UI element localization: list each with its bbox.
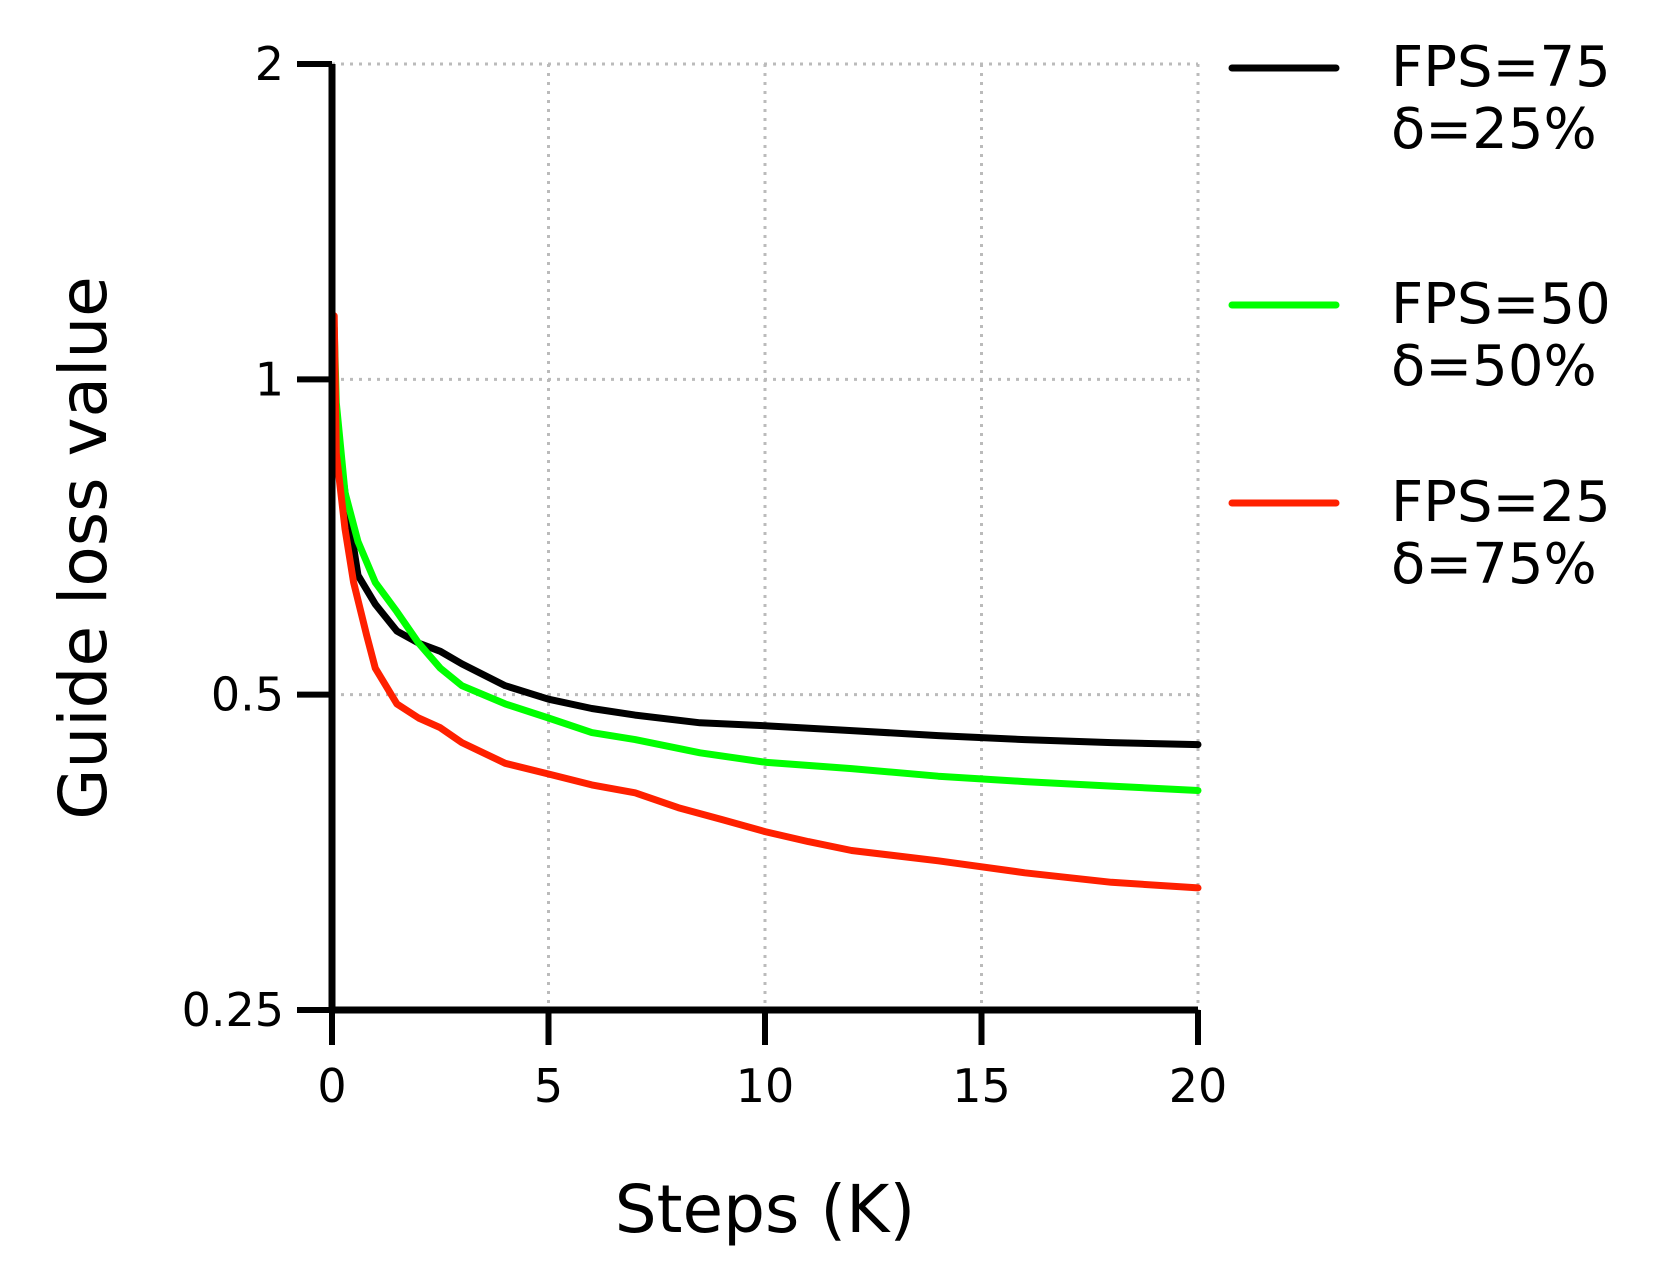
x-tick-label: 10 [736, 1059, 795, 1113]
y-tick-label: 2 [255, 37, 284, 91]
legend-sublabel-3: δ=75% [1391, 532, 1597, 597]
y-tick-label: 0.25 [182, 983, 284, 1037]
legend-label-1: FPS=75 [1391, 35, 1611, 100]
x-tick-label: 20 [1169, 1059, 1228, 1113]
y-tick-label: 1 [255, 352, 284, 406]
x-tick-label: 0 [317, 1059, 346, 1113]
x-tick-label: 5 [534, 1059, 563, 1113]
legend-label-2: FPS=50 [1391, 272, 1611, 337]
series-line-3 [328, 312, 1202, 892]
series-line-2 [328, 324, 1202, 794]
x-tick-label: 15 [952, 1059, 1011, 1113]
axes [297, 61, 1201, 1045]
legend-label-3: FPS=25 [1391, 470, 1611, 535]
x-axis-title: Steps (K) [615, 1171, 915, 1248]
legend: FPS=75δ=25% FPS=50δ=50% FPS=25δ=75% [1228, 35, 1611, 597]
legend-sublabel-1: δ=25% [1391, 97, 1597, 162]
series-lines [328, 312, 1202, 892]
y-tick-label: 0.5 [211, 668, 284, 722]
y-axis-title: Guide loss value [45, 276, 122, 820]
legend-sublabel-2: δ=50% [1391, 334, 1597, 399]
tick-labels: 0 5 10 15 20 0.25 0.5 1 2 [182, 37, 1228, 1113]
grid-lines [332, 62, 1200, 1010]
